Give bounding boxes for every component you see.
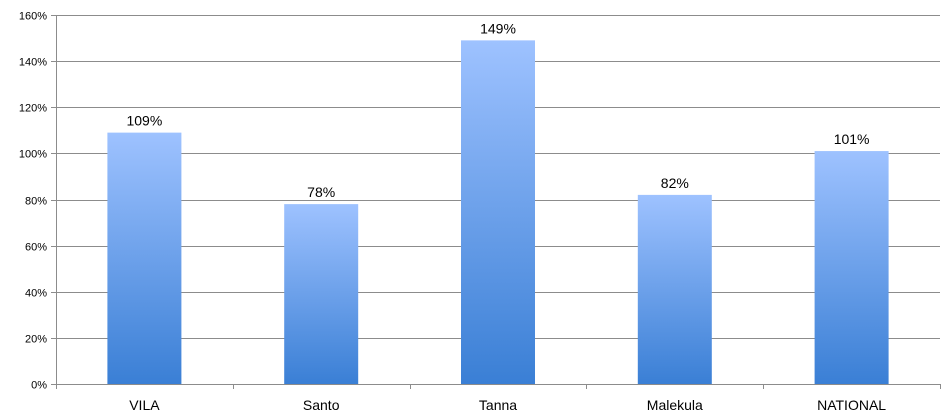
bar-national [814,151,889,384]
bar-tanna [461,40,535,385]
y-tick-label: 40% [25,288,47,300]
x-category-label: Santo [303,397,340,413]
y-tick-label: 120% [19,103,47,115]
y-tick-label: 20% [25,334,47,346]
x-category-label: NATIONAL [817,397,886,413]
data-label: 101% [834,131,870,147]
bars [107,40,889,385]
axes [51,15,941,389]
labels: 0% 20% 40% 60% 80% 100% 120% 140% 160% 109% VILA 78… [19,11,886,414]
x-category-label: Tanna [479,397,517,413]
y-tick-label: 160% [19,11,47,23]
y-tick-label: 0% [31,380,47,392]
data-label: 149% [480,20,516,36]
x-category-label: Malekula [647,397,703,413]
y-tick-label: 100% [19,149,47,161]
bar-santo [284,204,359,384]
y-tick-label: 140% [19,57,47,69]
y-tick-label: 60% [25,242,47,254]
bar-malekula [637,194,712,384]
x-category-label: VILA [129,397,160,413]
data-label: 78% [307,184,335,200]
data-label: 109% [126,113,162,129]
y-tick-label: 80% [25,196,47,208]
bar-vila [107,132,182,384]
data-label: 82% [661,175,689,191]
